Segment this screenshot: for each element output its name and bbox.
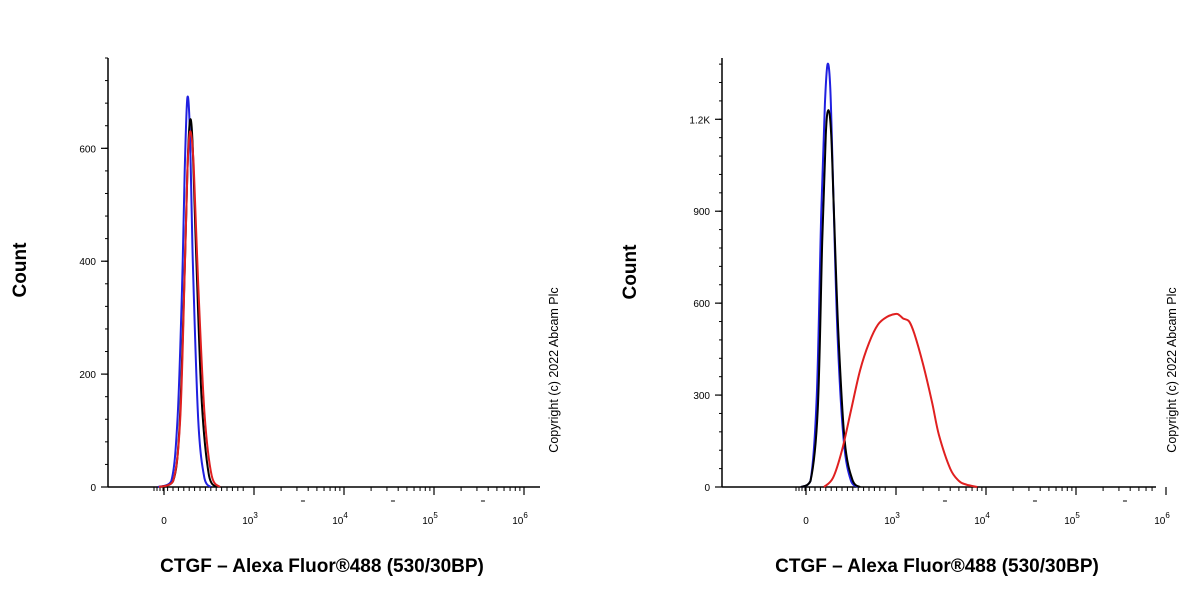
y-tick-label: 900: [693, 207, 710, 218]
x-tick-base: 0: [161, 516, 167, 527]
histogram-series-1: [800, 109, 861, 488]
x-tick-exponent: 5: [433, 511, 438, 520]
x-tick-label: 0: [803, 516, 809, 527]
x-tick-label: 104: [332, 511, 348, 527]
x-tick-base: 10: [974, 516, 986, 527]
x-tick-base: 10: [884, 516, 896, 527]
x-tick-exponent: 4: [343, 511, 348, 520]
y-tick-label: 400: [79, 257, 96, 268]
y-tick-label: 600: [79, 144, 96, 155]
x-tick-label: 104: [974, 511, 990, 527]
x-tick-label: 105: [1064, 511, 1080, 527]
x-tick-exponent: 6: [523, 511, 528, 520]
histogram-series-2: [158, 130, 221, 488]
x-axis-label: CTGF – Alexa Fluor®488 (530/30BP): [160, 556, 484, 577]
x-tick-label: 103: [242, 511, 258, 527]
x-tick-label: 105: [422, 511, 438, 527]
x-tick-base: 10: [422, 516, 434, 527]
x-tick-exponent: 6: [1165, 511, 1170, 520]
x-tick-base: 0: [803, 516, 809, 527]
x-tick-base: 10: [1064, 516, 1076, 527]
histogram-series-2: [823, 312, 978, 488]
y-tick-label: 0: [704, 483, 710, 494]
y-tick-label: 0: [90, 483, 96, 494]
y-tick-label: 600: [693, 299, 710, 310]
x-tick-exponent: 3: [253, 511, 258, 520]
x-tick-base: 10: [512, 516, 524, 527]
x-tick-label: 0: [161, 516, 167, 527]
x-tick-exponent: 5: [1075, 511, 1080, 520]
x-tick-base: 10: [332, 516, 344, 527]
histogram-series-0: [800, 62, 859, 488]
y-axis-label: Count: [10, 242, 31, 298]
y-axis-label: Count: [620, 244, 641, 300]
copyright-notice: Copyright (c) 2022 Abcam Plc: [1165, 287, 1179, 452]
x-tick-label: 103: [884, 511, 900, 527]
histogram-series-0: [157, 95, 212, 488]
y-tick-label: 300: [693, 391, 710, 402]
x-tick-base: 10: [1154, 516, 1166, 527]
x-tick-label: 106: [512, 511, 528, 527]
x-tick-exponent: 3: [895, 511, 900, 520]
x-tick-exponent: 4: [985, 511, 990, 520]
copyright-notice: Copyright (c) 2022 Abcam Plc: [547, 287, 561, 452]
y-tick-label: 200: [79, 370, 96, 381]
y-tick-label: 1.2K: [689, 115, 710, 126]
x-tick-label: 106: [1154, 511, 1170, 527]
x-tick-base: 10: [242, 516, 254, 527]
x-axis-label: CTGF – Alexa Fluor®488 (530/30BP): [775, 556, 1099, 577]
